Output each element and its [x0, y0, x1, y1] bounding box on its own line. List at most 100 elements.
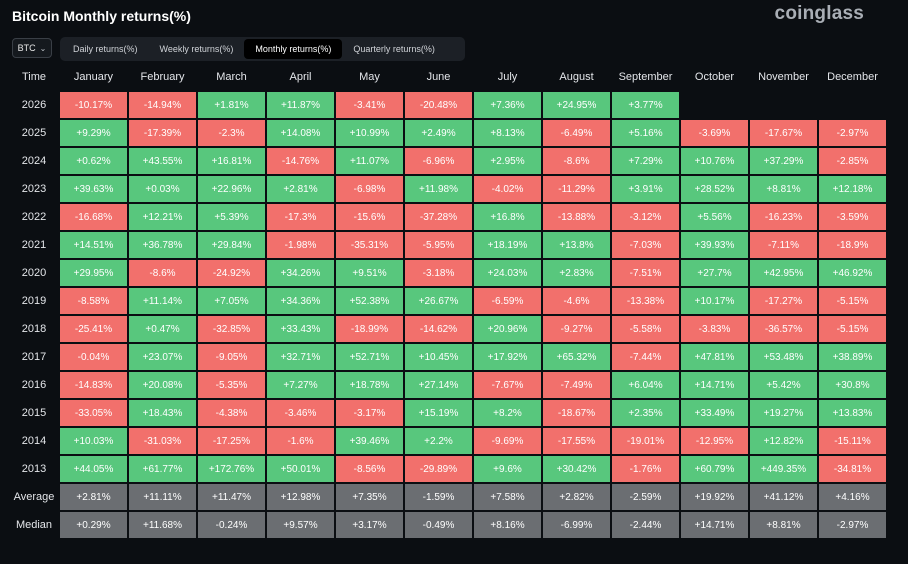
return-cell: +12.18%	[819, 176, 886, 202]
return-cell: -1.76%	[612, 456, 679, 482]
tab-daily-returns[interactable]: Daily returns(%)	[73, 44, 138, 54]
return-cell: -33.05%	[60, 400, 127, 426]
return-cell: -19.01%	[612, 428, 679, 454]
return-cell: -3.59%	[819, 204, 886, 230]
return-cell: +2.49%	[405, 120, 472, 146]
return-cell: +29.84%	[198, 232, 265, 258]
return-cell: -7.11%	[750, 232, 817, 258]
return-cell: +13.8%	[543, 232, 610, 258]
return-cell: +60.79%	[681, 456, 748, 482]
return-cell: +34.36%	[267, 288, 334, 314]
return-cell: -0.04%	[60, 344, 127, 370]
return-cell: +15.19%	[405, 400, 472, 426]
return-cell: -3.83%	[681, 316, 748, 342]
return-cell: +14.51%	[60, 232, 127, 258]
return-cell: +3.91%	[612, 176, 679, 202]
return-cell: -10.17%	[60, 92, 127, 118]
stat-cell: -1.59%	[405, 484, 472, 510]
row-year-label: 2015	[21, 407, 47, 419]
return-cell: +37.29%	[750, 148, 817, 174]
return-period-tabs: Daily returns(%) Weekly returns(%) Month…	[60, 37, 465, 61]
return-cell: +0.03%	[129, 176, 196, 202]
return-cell: +39.63%	[60, 176, 127, 202]
return-cell: -14.83%	[60, 372, 127, 398]
return-cell: +28.52%	[681, 176, 748, 202]
return-cell: +30.42%	[543, 456, 610, 482]
return-cell: -13.88%	[543, 204, 610, 230]
row-year-label: 2016	[21, 379, 47, 391]
stat-cell: -0.49%	[405, 512, 472, 538]
return-cell: +17.92%	[474, 344, 541, 370]
stat-cell: +3.17%	[336, 512, 403, 538]
stat-cell: -2.97%	[819, 512, 886, 538]
return-cell: +27.14%	[405, 372, 472, 398]
table-header-time: Time	[21, 71, 47, 83]
return-cell: +0.62%	[60, 148, 127, 174]
return-cell: +2.83%	[543, 260, 610, 286]
row-year-label: 2025	[21, 127, 47, 139]
return-cell: +8.81%	[750, 176, 817, 202]
return-cell: -6.96%	[405, 148, 472, 174]
return-cell: -9.69%	[474, 428, 541, 454]
return-cell: +7.29%	[612, 148, 679, 174]
stat-cell: +41.12%	[750, 484, 817, 510]
return-cell: -7.51%	[612, 260, 679, 286]
table-header-month: April	[289, 71, 312, 83]
return-cell: +0.47%	[129, 316, 196, 342]
return-cell: +8.13%	[474, 120, 541, 146]
return-cell: +34.26%	[267, 260, 334, 286]
stat-cell: +11.11%	[129, 484, 196, 510]
return-cell: -35.31%	[336, 232, 403, 258]
asset-select-value: BTC	[17, 43, 36, 53]
return-cell: +7.36%	[474, 92, 541, 118]
return-cell: +18.19%	[474, 232, 541, 258]
return-cell: -4.38%	[198, 400, 265, 426]
row-year-label: 2023	[21, 183, 47, 195]
return-cell: +36.78%	[129, 232, 196, 258]
return-cell: -12.95%	[681, 428, 748, 454]
return-cell: +2.35%	[612, 400, 679, 426]
row-year-label: 2024	[21, 155, 47, 167]
return-cell: -4.02%	[474, 176, 541, 202]
return-cell: +10.76%	[681, 148, 748, 174]
return-cell: +52.71%	[336, 344, 403, 370]
return-cell: +61.77%	[129, 456, 196, 482]
stat-row-label: Median	[15, 519, 53, 531]
return-cell: -1.6%	[267, 428, 334, 454]
stat-cell: +4.16%	[819, 484, 886, 510]
return-cell: -3.12%	[612, 204, 679, 230]
return-cell: +23.07%	[129, 344, 196, 370]
return-cell: -16.68%	[60, 204, 127, 230]
table-header-month: March	[216, 71, 247, 83]
coinglass-logo[interactable]: coinglass	[774, 3, 864, 24]
table-header-month: January	[73, 71, 114, 83]
return-cell: -3.17%	[336, 400, 403, 426]
return-cell: -3.41%	[336, 92, 403, 118]
return-cell: +11.98%	[405, 176, 472, 202]
return-cell: +30.8%	[819, 372, 886, 398]
tab-weekly-returns[interactable]: Weekly returns(%)	[159, 44, 234, 54]
return-cell: +20.08%	[129, 372, 196, 398]
tab-monthly-returns[interactable]: Monthly returns(%)	[244, 39, 343, 59]
return-cell: -11.29%	[543, 176, 610, 202]
return-cell: +50.01%	[267, 456, 334, 482]
return-cell: -18.99%	[336, 316, 403, 342]
row-year-label: 2018	[21, 323, 47, 335]
return-cell: +52.38%	[336, 288, 403, 314]
return-cell: -24.92%	[198, 260, 265, 286]
return-cell: +11.07%	[336, 148, 403, 174]
stat-row-label: Average	[13, 491, 55, 503]
return-cell: -14.62%	[405, 316, 472, 342]
stat-cell: -0.24%	[198, 512, 265, 538]
return-cell: +16.81%	[198, 148, 265, 174]
asset-select[interactable]: BTC ⌄	[12, 38, 52, 58]
tab-quarterly-returns[interactable]: Quarterly returns(%)	[353, 44, 435, 54]
stat-cell: +11.68%	[129, 512, 196, 538]
chevron-down-icon: ⌄	[39, 43, 47, 53]
stat-cell: +8.16%	[474, 512, 541, 538]
return-cell: -8.6%	[543, 148, 610, 174]
table-header-month: February	[140, 71, 185, 83]
return-cell: -17.27%	[750, 288, 817, 314]
stat-cell: +2.81%	[60, 484, 127, 510]
return-cell: +18.78%	[336, 372, 403, 398]
